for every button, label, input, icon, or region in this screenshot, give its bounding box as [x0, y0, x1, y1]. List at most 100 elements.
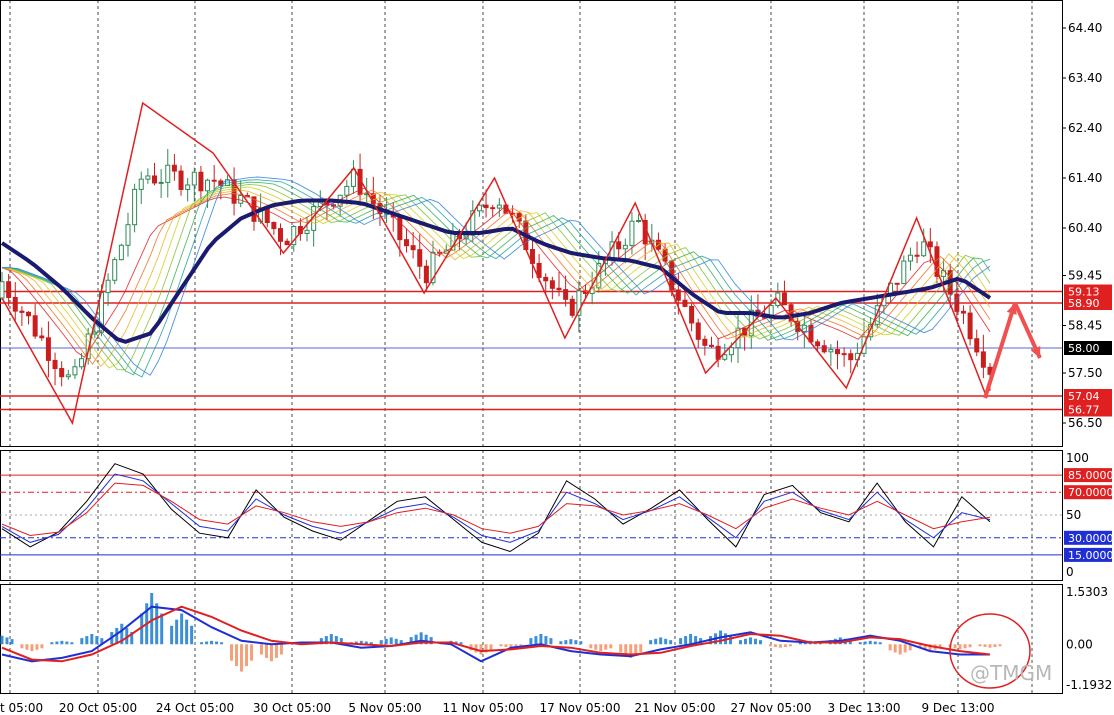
candle-body	[728, 347, 734, 356]
price-tick-label: 58.45	[1068, 319, 1102, 333]
candle-body	[410, 245, 416, 251]
date-tick-label: 24 Oct 05:00	[156, 701, 234, 715]
candle-body	[967, 312, 973, 340]
price-tick-label: 57.50	[1068, 366, 1102, 380]
date-tick-label: 30 Oct 05:00	[253, 701, 331, 715]
candle-body	[576, 290, 582, 316]
candle-body	[828, 349, 834, 353]
level-tag-bg	[1064, 296, 1112, 310]
stoch-tick-label: 100	[1066, 451, 1089, 465]
stoch-level-tag: 15.0000	[1068, 549, 1114, 562]
candle-body	[980, 351, 986, 368]
candle-body	[271, 222, 277, 230]
grid-lines	[0, 0, 1063, 694]
candle-body	[26, 311, 32, 317]
candle-body	[344, 185, 350, 196]
osc-line-signal_approx	[1, 605, 991, 663]
candle-body	[205, 179, 211, 192]
ribbon-line	[1, 189, 991, 368]
candle-body	[430, 251, 436, 284]
candle-body	[808, 324, 814, 343]
candle-body	[675, 289, 681, 301]
candle-body	[815, 341, 821, 347]
stoch-level-tag: 30.0000	[1068, 532, 1114, 545]
stoch-level-tag-bg	[1064, 468, 1112, 483]
candle-body	[158, 181, 164, 184]
date-tick-label: 3 Dec 13:00	[827, 701, 900, 715]
candle-body	[72, 366, 78, 376]
candle-body	[629, 220, 635, 246]
price-panel	[0, 101, 1062, 426]
ribbon-line	[1, 189, 991, 365]
candle-body	[39, 335, 45, 339]
price-tick-label: 63.40	[1068, 71, 1102, 85]
osc-tick-label: 1.5303	[1066, 585, 1108, 599]
date-tick-label: 20 Oct 05:00	[59, 701, 137, 715]
candle-body	[563, 289, 569, 300]
candle-body	[901, 260, 907, 285]
level-tag-bg	[1064, 389, 1112, 403]
candle-body	[848, 353, 854, 361]
candle-body	[423, 265, 429, 284]
date-tick-label: 9 Dec 13:00	[921, 701, 994, 715]
candle-body	[536, 262, 542, 278]
stoch-line-main	[1, 463, 991, 553]
candle-body	[291, 226, 297, 246]
level-tag-bg	[1064, 284, 1112, 299]
candle-body	[52, 359, 58, 370]
date-tick-label: 5 Nov 05:00	[348, 701, 421, 715]
candle-body	[702, 338, 708, 346]
stoch-tick-label: 50	[1066, 508, 1081, 522]
candle-body	[112, 259, 118, 281]
stoch-tick-label: 0	[1066, 565, 1074, 579]
candle-body	[709, 344, 715, 347]
candle-body	[191, 171, 197, 186]
price-tick-label: 64.40	[1068, 21, 1102, 35]
candle-body	[59, 368, 65, 378]
candle-body	[125, 224, 131, 246]
candle-body	[616, 241, 622, 250]
candle-body	[907, 254, 913, 262]
candle-body	[6, 281, 12, 298]
current-price-tag: 58.00	[1068, 342, 1100, 355]
candle-body	[682, 299, 688, 307]
candle-body	[914, 254, 920, 257]
candle-body	[32, 315, 38, 337]
candle-body	[19, 310, 25, 313]
candle-body	[974, 338, 980, 353]
axes: t 05:00 20 Oct 05:00 24 Oct 05:00 30 Oct 05…	[0, 21, 1114, 715]
level-tag: 57.04	[1068, 390, 1100, 403]
candle-body	[79, 358, 85, 368]
candle-body	[171, 164, 177, 172]
candle-body	[178, 170, 184, 190]
candle-body	[483, 204, 489, 209]
candle-body	[921, 241, 927, 257]
price-tick-label: 59.45	[1068, 269, 1102, 283]
candle-body	[695, 322, 701, 340]
panel-frame	[0, 0, 1063, 447]
stoch-level-tag: 85.0000	[1068, 469, 1114, 482]
candle-body	[277, 228, 283, 242]
candle-body	[105, 279, 111, 294]
panel-frame	[0, 450, 1063, 581]
ribbon-line	[2, 176, 991, 376]
stoch-level-tag-bg	[1064, 530, 1112, 545]
candle-body	[284, 240, 290, 246]
watermark: @TMGM	[949, 613, 1052, 689]
price-tick-label: 61.40	[1068, 171, 1102, 185]
candle-body	[350, 168, 356, 187]
candle-body	[636, 219, 642, 222]
candle-body	[145, 175, 151, 180]
candle-body	[622, 244, 628, 250]
price-tick-label: 60.40	[1068, 221, 1102, 235]
candle-body	[834, 349, 840, 355]
level-tag-bg	[1064, 402, 1112, 417]
level-tag: 58.90	[1068, 297, 1100, 310]
candle-body	[45, 337, 51, 361]
stoch-level-tag-bg	[1064, 485, 1112, 500]
candle-body	[821, 345, 827, 353]
projection-arrow	[983, 302, 1017, 399]
watermark-text: @TMGM	[970, 661, 1052, 685]
candle-body	[569, 298, 575, 316]
